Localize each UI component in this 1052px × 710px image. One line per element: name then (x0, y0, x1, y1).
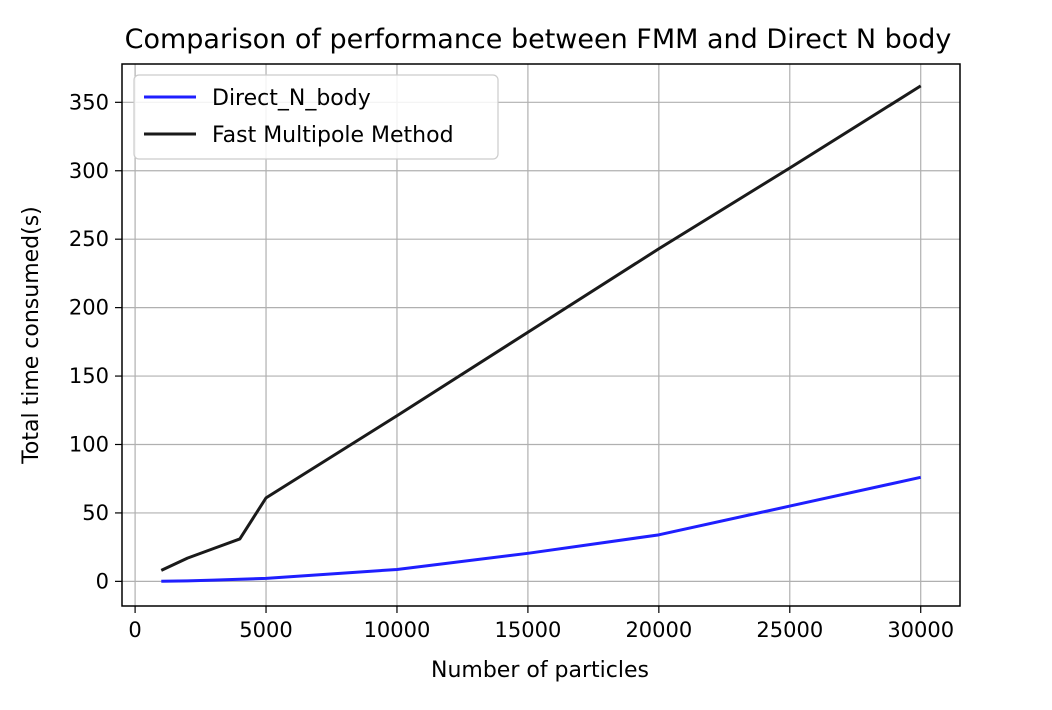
x-tick-label: 10000 (364, 618, 431, 642)
y-tick-label: 300 (69, 159, 109, 183)
legend: Direct_N_body Fast Multipole Method (133, 74, 499, 160)
plot-frame (121, 63, 961, 607)
series-line-direct-n-body (161, 475, 922, 583)
chart-title: Comparison of performance between FMM an… (125, 24, 952, 55)
x-tick-label: 30000 (887, 618, 954, 642)
grid-lines (122, 64, 960, 606)
y-tick-label: 50 (82, 501, 109, 525)
x-tick-label: 15000 (495, 618, 562, 642)
x-tick-label: 0 (128, 618, 141, 642)
series-line-fast-multipole-method (160, 84, 922, 572)
x-tick-label: 25000 (756, 618, 823, 642)
y-tick-label: 250 (69, 227, 109, 251)
y-tick-label: 200 (69, 296, 109, 320)
series-layer (160, 84, 922, 583)
y-axis-label: Total time consumed(s) (19, 206, 44, 465)
x-tick-label: 5000 (239, 618, 292, 642)
y-tick-label: 350 (69, 90, 109, 114)
x-axis-label: Number of particles (431, 658, 649, 683)
legend-label-direct-n-body: Direct_N_body (212, 86, 371, 111)
y-tick-label: 150 (69, 364, 109, 388)
legend-label-fast-multipole-method: Fast Multipole Method (212, 123, 454, 148)
x-tick-label: 20000 (625, 618, 692, 642)
y-tick-label: 0 (96, 569, 109, 593)
axis-ticks: 0 5000 10000 15000 20000 25000 30000 0 50 100 150 2… (69, 90, 954, 642)
y-tick-label: 100 (69, 432, 109, 456)
legend-box (133, 74, 499, 160)
